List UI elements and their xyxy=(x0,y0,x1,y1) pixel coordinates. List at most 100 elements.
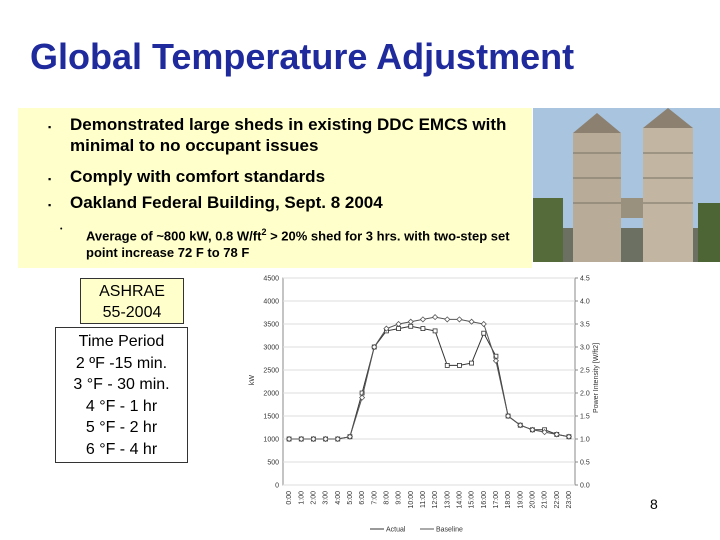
bullet: Demonstrated large sheds in existing DDC… xyxy=(70,115,507,155)
y-tick-label: 4500 xyxy=(263,276,279,283)
marker xyxy=(444,316,451,323)
y-tick-label: 1000 xyxy=(263,437,279,444)
marker xyxy=(480,320,487,328)
marker xyxy=(469,360,474,366)
marker xyxy=(408,323,414,329)
marker xyxy=(298,435,305,443)
text: 55-2004 xyxy=(102,304,162,321)
marker xyxy=(517,422,524,429)
y-tick-label: 4000 xyxy=(263,299,279,306)
y2-tick-label: 1.5 xyxy=(580,414,590,421)
marker xyxy=(456,316,463,323)
x-tick-label: 22:00 xyxy=(554,491,561,509)
y2-tick-label: 3.0 xyxy=(580,345,590,352)
ashrae-box: ASHRAE 55-2004 xyxy=(80,278,184,324)
text: ASHRAE xyxy=(99,283,165,300)
x-tick-label: 7:00 xyxy=(371,491,378,505)
x-tick-label: 8:00 xyxy=(383,491,390,505)
y2-tick-label: 0.5 xyxy=(580,460,590,467)
bullet-box: ▪ Demonstrated large sheds in existing D… xyxy=(18,108,532,268)
x-tick-label: 12:00 xyxy=(432,491,439,509)
x-tick-label: 21:00 xyxy=(542,491,549,509)
x-tick-label: 1:00 xyxy=(298,491,305,505)
marker xyxy=(457,363,462,368)
marker xyxy=(371,343,378,351)
y-tick-label: 3000 xyxy=(263,345,279,352)
legend-label: Baseline xyxy=(436,527,463,534)
marker xyxy=(334,435,341,443)
text: 5 °F - 2 hr xyxy=(85,419,158,436)
bullet-dot: ▪ xyxy=(48,122,52,132)
marker xyxy=(407,318,414,325)
marker xyxy=(565,433,572,440)
marker xyxy=(553,431,560,438)
marker xyxy=(468,318,475,325)
x-tick-label: 5:00 xyxy=(347,491,354,505)
y2-tick-label: 4.0 xyxy=(580,299,590,306)
y2-tick-label: 3.5 xyxy=(580,322,590,329)
x-tick-label: 3:00 xyxy=(323,491,330,505)
time-period-box: Time Period 2 ºF -15 min. 3 °F - 30 min.… xyxy=(55,327,188,463)
marker xyxy=(505,412,512,420)
x-tick-label: 10:00 xyxy=(408,491,415,509)
marker xyxy=(286,435,293,443)
y2-tick-label: 1.0 xyxy=(580,437,590,444)
slide-title: Global Temperature Adjustment xyxy=(30,36,575,77)
text: 4 °F - 1 hr xyxy=(85,397,158,415)
x-tick-label: 14:00 xyxy=(456,491,463,509)
y2-tick-label: 2.0 xyxy=(580,391,590,398)
marker xyxy=(432,328,438,334)
x-tick-label: 11:00 xyxy=(420,491,427,508)
y2-tick-label: 4.5 xyxy=(580,276,590,283)
x-tick-label: 6:00 xyxy=(359,491,366,505)
superscript: 2 xyxy=(261,227,267,237)
building-photo xyxy=(533,108,720,262)
marker xyxy=(396,326,401,331)
x-tick-label: 20:00 xyxy=(529,491,536,509)
x-tick-label: 2:00 xyxy=(310,491,317,505)
bullet: Oakland Federal Building, Sept. 8 2004 xyxy=(70,193,383,212)
y2-tick-label: 0.0 xyxy=(580,483,590,490)
marker xyxy=(529,426,536,433)
x-tick-label: 23:00 xyxy=(566,491,573,509)
x-tick-label: 13:00 xyxy=(444,491,451,509)
x-tick-label: 0:00 xyxy=(286,491,293,505)
sub-bullet: Average of ~800 kW, 0.8 W/ft2 > 20% shed… xyxy=(86,224,526,261)
legend-label: Actual xyxy=(386,527,406,534)
text: > 20% shed for 3 hrs. with two-step set … xyxy=(86,228,510,261)
plot-area xyxy=(282,277,576,486)
text: Average of ~800 kW, 0.8 W/ft xyxy=(86,228,262,244)
x-tick-label: 18:00 xyxy=(505,491,512,509)
bullet-dot: • xyxy=(60,226,63,233)
bullet: Comply with comfort standards xyxy=(70,167,326,186)
y-tick-label: 1500 xyxy=(263,414,279,421)
marker xyxy=(395,320,402,328)
marker xyxy=(541,429,548,436)
x-tick-label: 9:00 xyxy=(396,491,403,505)
text: 6 °F - 4 hr xyxy=(85,440,158,458)
y-tick-label: 2500 xyxy=(263,368,279,375)
marker xyxy=(432,314,439,321)
y-tick-label: 3500 xyxy=(263,322,279,329)
page-number: 8 xyxy=(650,496,658,512)
text: 2 ºF -15 min. xyxy=(75,354,168,372)
marker xyxy=(383,325,390,332)
marker xyxy=(481,330,487,336)
text: 3 °F - 30 min. xyxy=(73,376,170,393)
text: Time Period xyxy=(78,333,165,350)
x-tick-label: 15:00 xyxy=(469,491,476,509)
y-tick-label: 2000 xyxy=(263,391,279,398)
marker xyxy=(419,316,426,323)
marker xyxy=(346,433,353,440)
y-tick-label: 500 xyxy=(267,460,279,467)
y-tick-label: 0 xyxy=(275,483,279,490)
marker xyxy=(359,394,366,401)
marker xyxy=(420,326,426,331)
y2-axis-label: Power Intensity [W/ft2] xyxy=(593,343,600,413)
x-tick-label: 4:00 xyxy=(335,491,342,505)
marker xyxy=(322,435,329,443)
bullet-dot: ▪ xyxy=(48,200,52,210)
bullet-dot: ▪ xyxy=(48,174,52,184)
x-tick-label: 16:00 xyxy=(481,491,488,509)
